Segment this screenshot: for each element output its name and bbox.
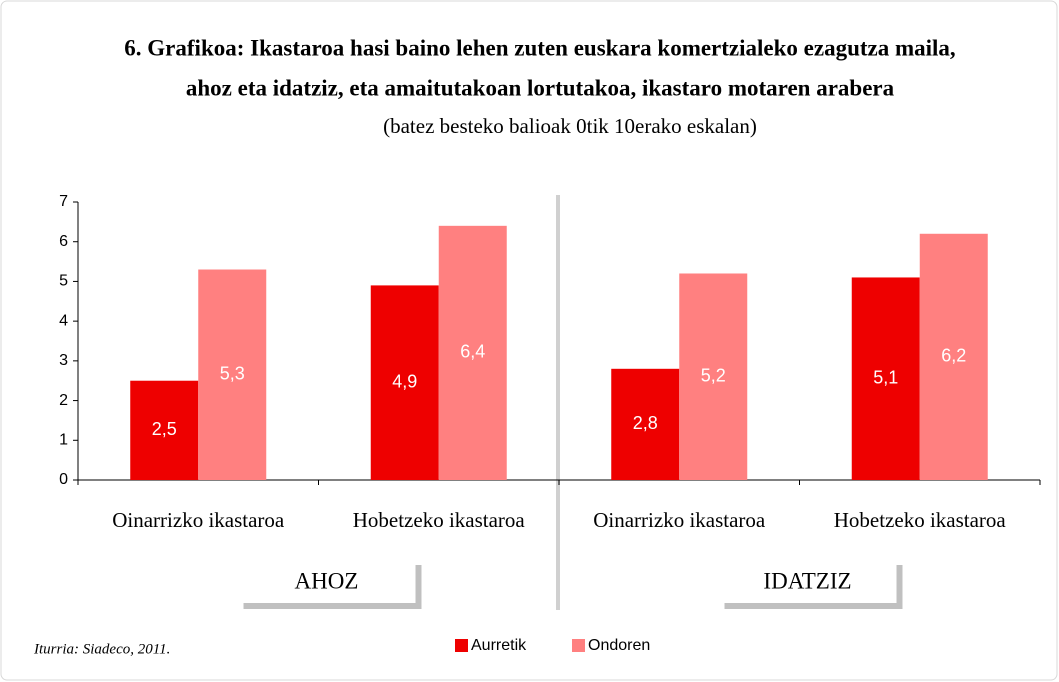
data-label: 6,2	[941, 346, 966, 366]
chart-title: ahoz eta idatziz, eta amaitutakoan lortu…	[186, 75, 895, 100]
legend-label: Aurretik	[471, 637, 527, 654]
x-tick-label: Oinarrizko ikastaroa	[112, 508, 285, 532]
data-label: 2,5	[152, 419, 177, 439]
x-tick-label: Hobetzeko ikastaroa	[834, 508, 1007, 532]
x-tick-label: Hobetzeko ikastaroa	[353, 508, 526, 532]
y-tick-label: 3	[59, 352, 68, 369]
bar	[370, 285, 439, 480]
chart-subtitle: (batez besteko balioak 0tik 10erako eska…	[383, 114, 757, 138]
legend-label: Ondoren	[588, 637, 650, 654]
label-shadow	[724, 565, 903, 609]
y-tick-label: 0	[59, 471, 68, 488]
y-tick-label: 5	[59, 273, 68, 290]
y-tick-label: 4	[59, 312, 68, 329]
bar	[611, 368, 680, 480]
bar	[851, 277, 920, 480]
y-tick-label: 6	[59, 233, 68, 250]
group-label: AHOZ	[295, 568, 359, 593]
bar	[130, 380, 199, 480]
x-tick-label: Oinarrizko ikastaroa	[593, 508, 766, 532]
data-label: 5,3	[220, 364, 245, 384]
y-tick-label: 2	[59, 392, 68, 409]
y-tick-label: 7	[59, 193, 68, 210]
data-label: 2,8	[633, 413, 658, 433]
group-label: IDATZIZ	[763, 568, 851, 593]
data-label: 5,2	[701, 365, 726, 385]
chart-title: 6. Grafikoa: Ikastaroa hasi baino lehen …	[124, 35, 955, 60]
source-note: Iturria: Siadeco, 2011.	[33, 641, 170, 657]
bar	[198, 269, 267, 480]
bar	[679, 273, 748, 480]
y-tick-label: 1	[59, 432, 68, 449]
data-label: 4,9	[392, 371, 417, 391]
legend-swatch	[572, 639, 585, 652]
data-label: 6,4	[460, 342, 485, 362]
bar	[919, 233, 988, 480]
bar	[438, 225, 507, 480]
legend-swatch	[455, 639, 468, 652]
label-shadow	[243, 565, 422, 609]
data-label: 5,1	[873, 367, 898, 387]
